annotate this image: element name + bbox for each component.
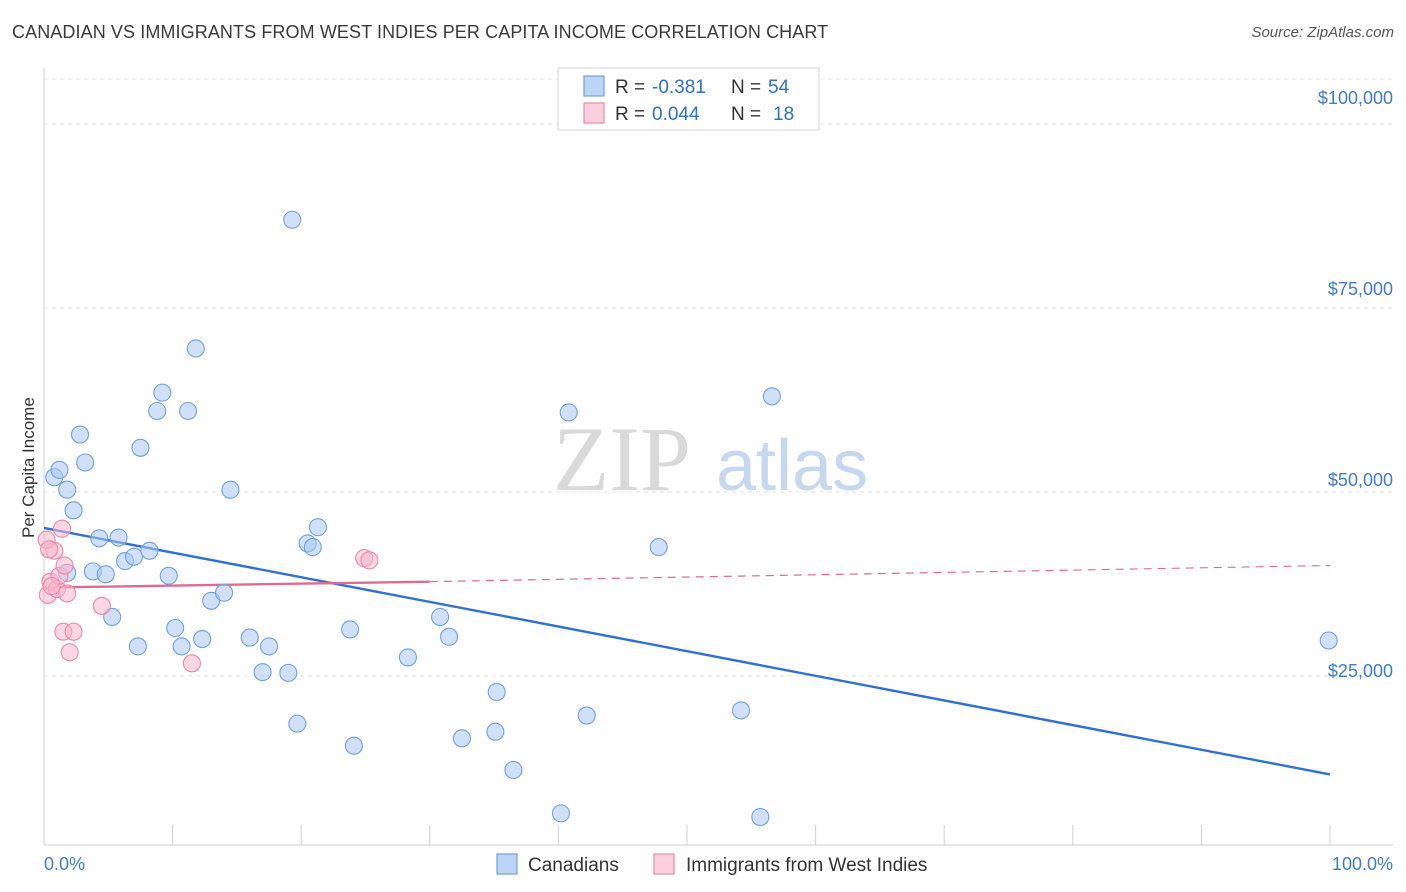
point-west-indies-14 bbox=[360, 551, 379, 570]
point-west-indies-7 bbox=[58, 584, 77, 603]
point-canadians-44 bbox=[487, 682, 506, 702]
point-canadians-29 bbox=[253, 663, 272, 682]
point-west-indies-17 bbox=[40, 540, 59, 559]
point-canadians-42 bbox=[452, 729, 472, 748]
series-legend-swatch-west-indies bbox=[653, 853, 675, 875]
point-canadians-26 bbox=[214, 583, 234, 602]
point-canadians-49 bbox=[649, 538, 668, 557]
x-tick-min: 0.0% bbox=[44, 854, 85, 874]
point-canadians-5 bbox=[70, 425, 90, 444]
point-canadians-48 bbox=[577, 706, 596, 725]
point-canadians-51 bbox=[751, 807, 770, 827]
point-canadians-21 bbox=[172, 637, 191, 656]
trendline-west-indies-1 bbox=[43, 580, 430, 589]
point-canadians-14 bbox=[128, 637, 147, 656]
point-canadians-46 bbox=[551, 804, 571, 823]
y-tick-75000: $75,000 bbox=[1328, 279, 1393, 299]
legend-n-label-1: N = bbox=[731, 77, 761, 98]
series-legend-label-canadians: Canadians bbox=[528, 855, 619, 876]
point-canadians-50 bbox=[731, 701, 751, 720]
legend-r-value-2: 0.044 bbox=[652, 104, 700, 125]
legend-n-label-2: N = bbox=[731, 104, 761, 125]
point-canadians-31 bbox=[279, 663, 298, 682]
point-canadians-28 bbox=[240, 628, 259, 647]
point-canadians-10 bbox=[103, 607, 122, 627]
point-west-indies-16 bbox=[42, 577, 61, 596]
point-canadians-22 bbox=[178, 401, 198, 421]
legend-r-label-1: R = bbox=[615, 77, 645, 98]
point-canadians-2 bbox=[50, 460, 69, 479]
data-points bbox=[37, 210, 1338, 827]
point-canadians-20 bbox=[166, 618, 185, 638]
point-canadians-17 bbox=[148, 401, 167, 421]
point-canadians-38 bbox=[344, 736, 363, 755]
point-canadians-30 bbox=[259, 637, 279, 656]
point-canadians-19 bbox=[159, 566, 178, 585]
point-canadians-41 bbox=[440, 627, 459, 646]
chart-title: CANADIAN VS IMMIGRANTS FROM WEST INDIES … bbox=[12, 22, 829, 42]
trendline-canadians-0 bbox=[43, 526, 1331, 776]
point-canadians-23 bbox=[186, 339, 205, 358]
point-west-indies-9 bbox=[60, 643, 79, 662]
trendline-west-indies-2 bbox=[429, 564, 1331, 583]
point-west-indies-10 bbox=[64, 622, 83, 641]
y-axis-label: Per Capita Income bbox=[19, 397, 38, 538]
point-canadians-16 bbox=[140, 541, 159, 560]
watermark-atlas: atlas bbox=[716, 426, 868, 506]
point-canadians-32 bbox=[283, 210, 302, 229]
point-canadians-15 bbox=[131, 438, 150, 457]
legend-swatch-canadians bbox=[583, 75, 605, 97]
point-canadians-33 bbox=[288, 714, 307, 733]
point-west-indies-12 bbox=[182, 654, 201, 673]
y-tick-100000: $100,000 bbox=[1318, 88, 1393, 108]
series-legend-label-west-indies: Immigrants from West Indies bbox=[686, 855, 927, 876]
series-legend-swatch-canadians bbox=[496, 853, 518, 875]
source-label: Source: ZipAtlas.com bbox=[1251, 24, 1394, 41]
legend-r-value-1: -0.381 bbox=[652, 77, 706, 98]
point-canadians-52 bbox=[762, 387, 781, 406]
trendlines bbox=[43, 526, 1331, 776]
point-canadians-40 bbox=[431, 607, 450, 627]
x-tick-max: 100.0% bbox=[1332, 854, 1393, 874]
axes bbox=[43, 68, 1393, 846]
point-canadians-9 bbox=[96, 565, 115, 584]
point-canadians-13 bbox=[124, 547, 144, 566]
point-canadians-45 bbox=[504, 760, 523, 780]
series-legend: Canadians Immigrants from West Indies bbox=[496, 853, 927, 876]
point-west-indies-11 bbox=[92, 596, 111, 615]
legend-swatch-west-indies bbox=[583, 102, 605, 124]
grid bbox=[44, 78, 1393, 677]
point-canadians-39 bbox=[398, 648, 417, 667]
point-canadians-27 bbox=[221, 480, 240, 499]
legend-n-value-2: 18 bbox=[773, 104, 794, 125]
point-canadians-18 bbox=[153, 383, 172, 402]
point-canadians-6 bbox=[76, 453, 95, 472]
point-canadians-25 bbox=[202, 591, 221, 610]
point-west-indies-5 bbox=[52, 519, 72, 538]
point-canadians-11 bbox=[109, 528, 128, 547]
legend-r-label-2: R = bbox=[615, 104, 645, 125]
point-canadians-37 bbox=[341, 620, 360, 639]
point-canadians-36 bbox=[308, 518, 327, 537]
point-canadians-53 bbox=[1319, 631, 1338, 650]
point-canadians-8 bbox=[90, 529, 109, 548]
point-canadians-4 bbox=[64, 501, 83, 520]
y-tick-25000: $25,000 bbox=[1328, 661, 1393, 681]
point-west-indies-6 bbox=[55, 556, 74, 575]
point-canadians-35 bbox=[303, 538, 322, 557]
point-canadians-47 bbox=[559, 403, 578, 422]
y-tick-50000: $50,000 bbox=[1328, 470, 1393, 490]
point-canadians-24 bbox=[193, 629, 212, 649]
point-canadians-43 bbox=[486, 722, 505, 741]
watermark-zip: ZIP bbox=[553, 408, 691, 510]
legend-n-value-1: 54 bbox=[768, 77, 790, 98]
point-canadians-3 bbox=[58, 480, 77, 499]
stats-legend: R = -0.381 N = 54 R = 0.044 N = 18 bbox=[557, 67, 820, 131]
